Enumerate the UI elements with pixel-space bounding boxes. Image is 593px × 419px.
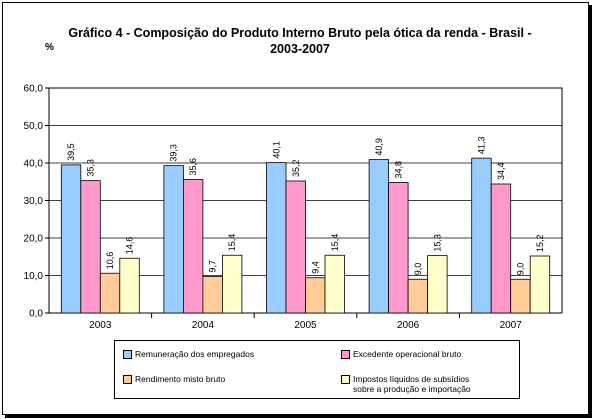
data-label: 15,4: [227, 234, 237, 252]
y-tick-label: 40,0: [24, 159, 44, 170]
bar: [202, 276, 223, 314]
legend-swatch-excedente: [341, 350, 350, 359]
data-label: 40,1: [271, 141, 281, 159]
bar: [119, 257, 140, 314]
legend-label-impostos-line-2: sobre a produção e importação: [353, 384, 471, 394]
data-label: 39,3: [169, 144, 179, 162]
bar: [80, 180, 101, 314]
legend-label-rendimento: Rendimento misto bruto: [135, 374, 226, 384]
data-label: 35,2: [291, 159, 301, 177]
data-label: 40,9: [374, 138, 384, 156]
y-tick-label: 0,0: [29, 309, 43, 320]
data-label: 34,4: [496, 162, 506, 180]
data-label: 10,6: [105, 252, 115, 270]
data-label: 9,4: [310, 261, 320, 274]
legend-swatch-impostos: [341, 375, 350, 384]
legend-label-impostos-line-1: Impostos líquidos de subsídios: [353, 374, 470, 384]
bar: [510, 278, 531, 314]
legend: Remuneração dos empregados Excedente ope…: [114, 340, 520, 399]
bar: [266, 162, 287, 314]
y-tick-label: 10,0: [24, 271, 44, 282]
chart-subtitle: 2003-2007: [270, 42, 330, 56]
y-tick-label: 30,0: [24, 196, 44, 207]
bar: [182, 179, 204, 314]
data-label: 15,2: [535, 234, 545, 252]
bar: [490, 183, 512, 314]
y-tick-label: 50,0: [24, 121, 44, 132]
bar: [324, 254, 345, 314]
bar: [60, 164, 82, 314]
data-label: 14,6: [125, 237, 135, 255]
bar: [163, 165, 184, 314]
bar: [471, 157, 492, 314]
bar: [221, 254, 243, 314]
y-axis-unit-label: %: [45, 42, 54, 53]
x-tick-label: 2007: [500, 320, 523, 331]
y-tick-label: 20,0: [24, 234, 44, 245]
y-tick-label: 60,0: [24, 84, 44, 95]
legend-label-remuneracao: Remuneração dos empregados: [135, 349, 255, 359]
legend-swatch-rendimento: [123, 375, 132, 384]
data-label: 41,3: [476, 137, 486, 155]
chart-title: Gráfico 4 - Composição do Produto Intern…: [68, 26, 532, 40]
data-label: 9,7: [208, 260, 218, 273]
x-tick-label: 2003: [89, 320, 112, 331]
data-label: 15,4: [330, 234, 340, 252]
legend-swatch-remuneracao: [123, 350, 132, 359]
legend-label-impostos: Impostos líquidos de subsídios sobre a p…: [353, 374, 471, 394]
x-tick-label: 2005: [294, 320, 317, 331]
data-label: 35,6: [188, 158, 198, 176]
bar: [529, 255, 551, 314]
bar: [99, 272, 121, 314]
data-label: 34,8: [393, 161, 403, 179]
bar: [427, 255, 448, 314]
data-label: 15,3: [432, 234, 442, 252]
data-label: 9,0: [515, 263, 525, 276]
bar: [368, 159, 390, 314]
x-tick-label: 2004: [192, 320, 215, 331]
data-label: 35,3: [86, 159, 96, 177]
x-tick-label: 2006: [397, 320, 420, 331]
bar: [407, 278, 429, 314]
bar: [388, 182, 409, 314]
data-label: 9,0: [413, 263, 423, 276]
bar: [285, 180, 306, 314]
legend-label-excedente: Excedente operacional bruto: [353, 349, 462, 359]
data-label: 39,5: [66, 143, 76, 161]
bar: [305, 277, 326, 314]
